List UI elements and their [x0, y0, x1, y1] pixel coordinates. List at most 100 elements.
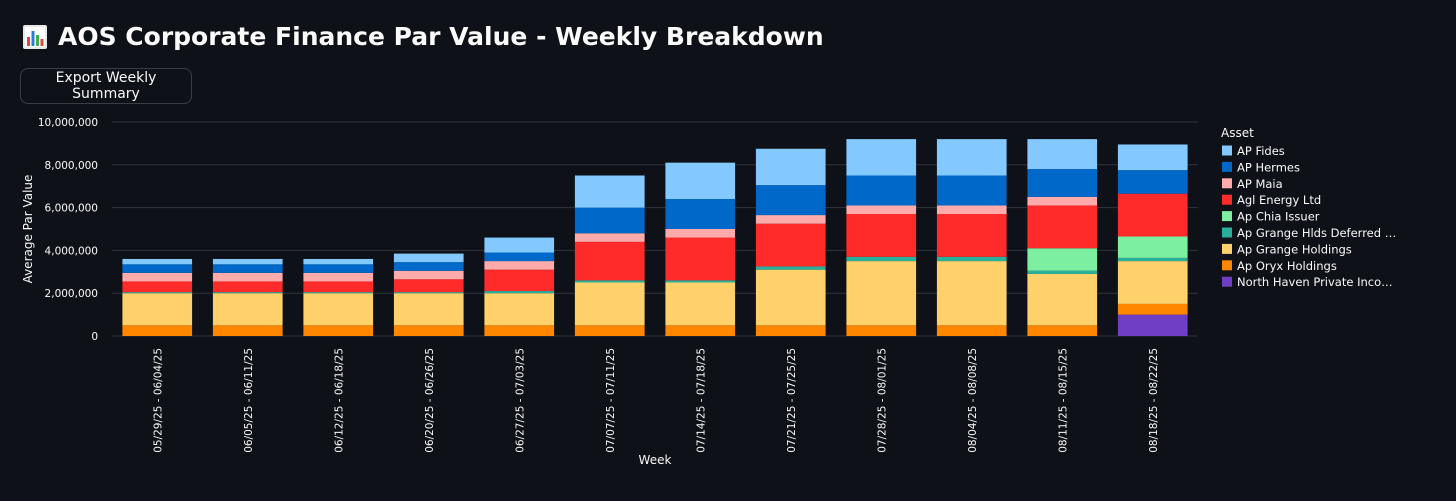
- bar-segment[interactable]: [122, 264, 193, 273]
- bar-segment[interactable]: [574, 325, 645, 336]
- bar-segment[interactable]: [484, 237, 555, 253]
- legend-item[interactable]: Ap Chia Issuer: [1222, 210, 1320, 224]
- bar-segment[interactable]: [1027, 270, 1098, 274]
- bar-segment[interactable]: [484, 291, 555, 294]
- bar-segment[interactable]: [1117, 303, 1188, 315]
- bar-segment[interactable]: [1117, 257, 1188, 262]
- bar-segment[interactable]: [122, 281, 193, 293]
- bar-segment[interactable]: [574, 282, 645, 326]
- bar-segment[interactable]: [936, 261, 1007, 326]
- bar-segment[interactable]: [936, 139, 1007, 176]
- x-tick-label: 07/07/25 - 07/11/25: [605, 348, 617, 453]
- bar-segment[interactable]: [665, 162, 736, 200]
- bar-segment[interactable]: [212, 325, 283, 336]
- bar-segment[interactable]: [393, 270, 464, 280]
- bar-segment[interactable]: [212, 264, 283, 273]
- bar-segment[interactable]: [1117, 236, 1188, 258]
- bar-segment[interactable]: [846, 256, 917, 262]
- legend-item[interactable]: AP Fides: [1222, 144, 1285, 158]
- bar-segment[interactable]: [393, 292, 464, 294]
- bar-segment[interactable]: [936, 325, 1007, 336]
- bar-segment[interactable]: [1027, 196, 1098, 206]
- bar-segment[interactable]: [484, 293, 555, 326]
- bar-segment[interactable]: [846, 205, 917, 215]
- bar-segment[interactable]: [665, 237, 736, 281]
- bar-segment[interactable]: [212, 292, 283, 294]
- bar-segment[interactable]: [303, 272, 374, 282]
- bar-segment[interactable]: [212, 281, 283, 293]
- bar-segment[interactable]: [936, 205, 1007, 215]
- bar-segment[interactable]: [303, 292, 374, 294]
- bar-segment[interactable]: [122, 258, 193, 265]
- bar-segment[interactable]: [574, 175, 645, 208]
- bar-segment[interactable]: [574, 207, 645, 234]
- bar-segment[interactable]: [122, 325, 193, 336]
- bar-segment[interactable]: [755, 223, 826, 267]
- bar-segment[interactable]: [303, 293, 374, 326]
- bar-segment[interactable]: [122, 272, 193, 282]
- bar-segment[interactable]: [665, 325, 736, 336]
- bar-segment[interactable]: [936, 175, 1007, 206]
- bar-segment[interactable]: [393, 253, 464, 263]
- bar-segment[interactable]: [936, 256, 1007, 262]
- legend-swatch: [1222, 211, 1232, 222]
- bar-segment[interactable]: [303, 325, 374, 336]
- bar-segment[interactable]: [846, 325, 917, 336]
- bar-segment[interactable]: [393, 279, 464, 293]
- bar-segment[interactable]: [936, 214, 1007, 257]
- legend-item[interactable]: Ap Oryx Holdings: [1222, 259, 1337, 273]
- bar-segment[interactable]: [1027, 205, 1098, 249]
- bar-segment[interactable]: [303, 258, 374, 265]
- bar-segment[interactable]: [1117, 193, 1188, 237]
- bar-segment[interactable]: [1027, 169, 1098, 197]
- bar-segment[interactable]: [1117, 144, 1188, 171]
- bar-segment[interactable]: [484, 252, 555, 262]
- bar-segment[interactable]: [665, 280, 736, 283]
- bar-segment[interactable]: [212, 258, 283, 265]
- bar-segment[interactable]: [393, 262, 464, 271]
- bar-segment[interactable]: [755, 215, 826, 224]
- legend-item[interactable]: Agl Energy Ltd: [1222, 193, 1321, 207]
- bar-segment[interactable]: [122, 293, 193, 326]
- bar-segment[interactable]: [303, 281, 374, 293]
- legend-item[interactable]: Ap Grange Holdings: [1222, 242, 1352, 256]
- bar-segment[interactable]: [1117, 170, 1188, 194]
- bar-segment[interactable]: [484, 325, 555, 336]
- bar-segment[interactable]: [755, 269, 826, 326]
- bar-segment[interactable]: [846, 139, 917, 176]
- bar-segment[interactable]: [665, 282, 736, 326]
- bar-segment[interactable]: [1027, 248, 1098, 271]
- bar-segment[interactable]: [212, 272, 283, 282]
- legend-item[interactable]: North Haven Private Inco…: [1222, 275, 1393, 289]
- bar-segment[interactable]: [1027, 273, 1098, 326]
- export-weekly-summary-button[interactable]: Export Weekly Summary: [20, 68, 192, 104]
- bar-segment[interactable]: [665, 229, 736, 238]
- bar-segment[interactable]: [1117, 314, 1188, 336]
- bar-segment[interactable]: [574, 241, 645, 281]
- bar-segment[interactable]: [846, 261, 917, 326]
- legend-item[interactable]: Ap Grange Hlds Deferred …: [1222, 226, 1396, 240]
- bar-segment[interactable]: [212, 293, 283, 326]
- bar-segment[interactable]: [846, 214, 917, 257]
- bar-segment[interactable]: [1027, 139, 1098, 170]
- legend-item[interactable]: AP Hermes: [1222, 160, 1300, 174]
- bar-segment[interactable]: [755, 185, 826, 216]
- bar-segment[interactable]: [1117, 261, 1188, 304]
- bar-segment[interactable]: [1027, 325, 1098, 336]
- bar-segment[interactable]: [393, 325, 464, 336]
- bar-segment[interactable]: [574, 280, 645, 283]
- bar-segment[interactable]: [393, 293, 464, 326]
- bar-segment[interactable]: [303, 264, 374, 273]
- bar-segment[interactable]: [755, 325, 826, 336]
- legend-item[interactable]: AP Maia: [1222, 177, 1283, 191]
- bar-segment[interactable]: [755, 148, 826, 186]
- bar-segment[interactable]: [484, 269, 555, 292]
- bar-segment[interactable]: [846, 175, 917, 206]
- bar-segment[interactable]: [574, 233, 645, 242]
- bar-segment[interactable]: [122, 292, 193, 294]
- bar-segment[interactable]: [665, 199, 736, 229]
- bar-segment[interactable]: [755, 266, 826, 270]
- x-tick-label: 07/14/25 - 07/18/25: [695, 348, 707, 453]
- bar-stack: [846, 139, 917, 336]
- bar-segment[interactable]: [484, 261, 555, 270]
